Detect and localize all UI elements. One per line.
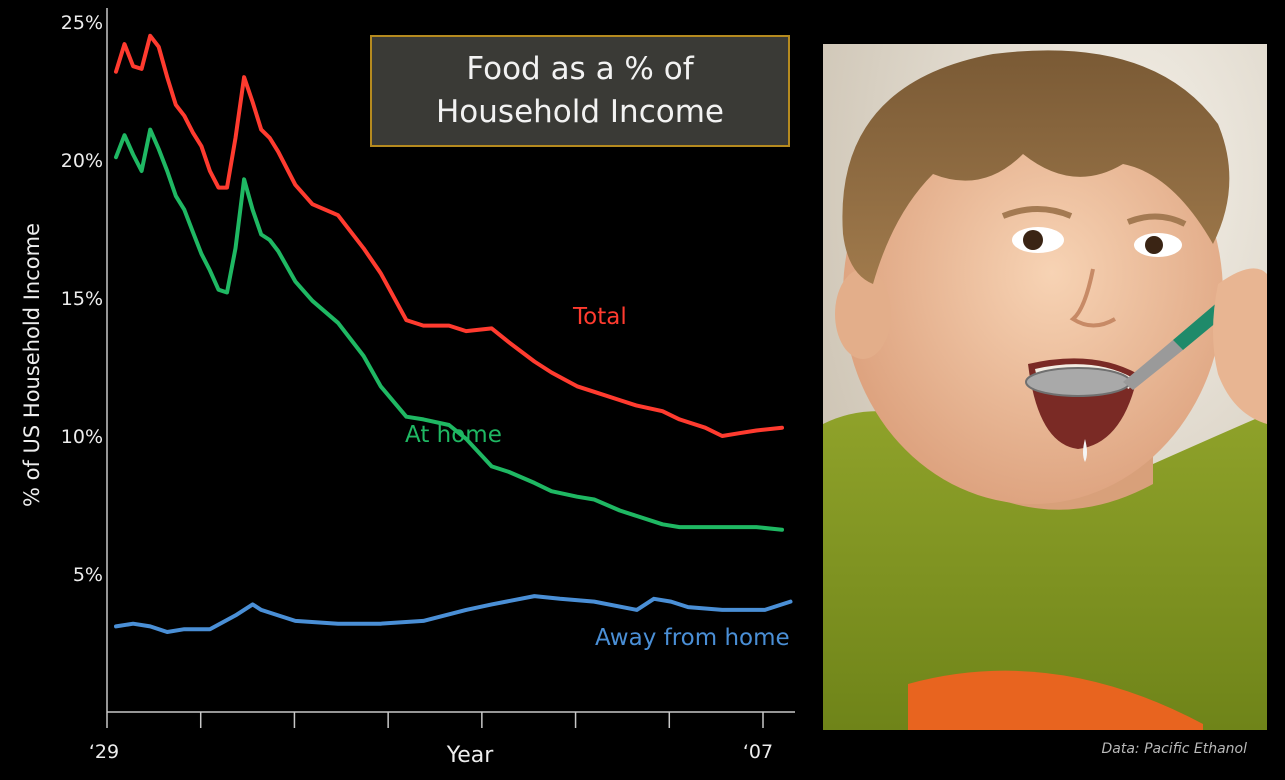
y-tick-label: 25%	[61, 12, 103, 34]
hair	[842, 50, 1230, 285]
ear	[835, 269, 891, 359]
hand	[1213, 268, 1267, 424]
chart-title-line-2: Household Income	[436, 94, 724, 130]
left-brow	[1001, 206, 1073, 219]
nose	[1069, 268, 1117, 328]
y-tick-labels: 5% 10% 15% 20% 25%	[61, 12, 103, 586]
chart-title-box: Food as a % of Household Income	[370, 35, 790, 147]
x-tick-marks	[106, 712, 764, 728]
child-eating-photo	[823, 44, 1267, 730]
series-line-away-from-home	[114, 594, 793, 634]
series-label-at-home: At home	[405, 422, 502, 448]
y-tick-label: 20%	[61, 150, 103, 172]
series-line-total	[114, 33, 784, 438]
shirt	[823, 411, 1267, 730]
milk-drip	[1083, 439, 1087, 462]
series-lines	[114, 33, 793, 634]
x-tick-label-start: ‘29	[89, 741, 119, 763]
y-axis-label: % of US Household Income	[20, 223, 44, 507]
y-tick-label: 5%	[73, 564, 103, 586]
source-note: Data: Pacific Ethanol	[1101, 741, 1247, 757]
bowl	[908, 670, 1203, 730]
x-tick-label-end: ‘07	[743, 741, 773, 763]
x-axis-label: Year	[446, 743, 495, 768]
series-line-at-home	[114, 127, 784, 532]
spoon-bowl	[1025, 367, 1131, 397]
series-label-away-from-home: Away from home	[595, 625, 790, 651]
y-tick-label: 10%	[61, 426, 103, 448]
y-tick-label: 15%	[61, 288, 103, 310]
chart-axes	[106, 8, 795, 713]
chart-title-line-1: Food as a % of	[466, 51, 694, 87]
series-label-total: Total	[572, 304, 627, 330]
spoon-handle	[1123, 340, 1183, 390]
right-pupil	[1145, 236, 1163, 254]
right-brow	[1126, 213, 1187, 227]
left-pupil	[1023, 230, 1043, 250]
